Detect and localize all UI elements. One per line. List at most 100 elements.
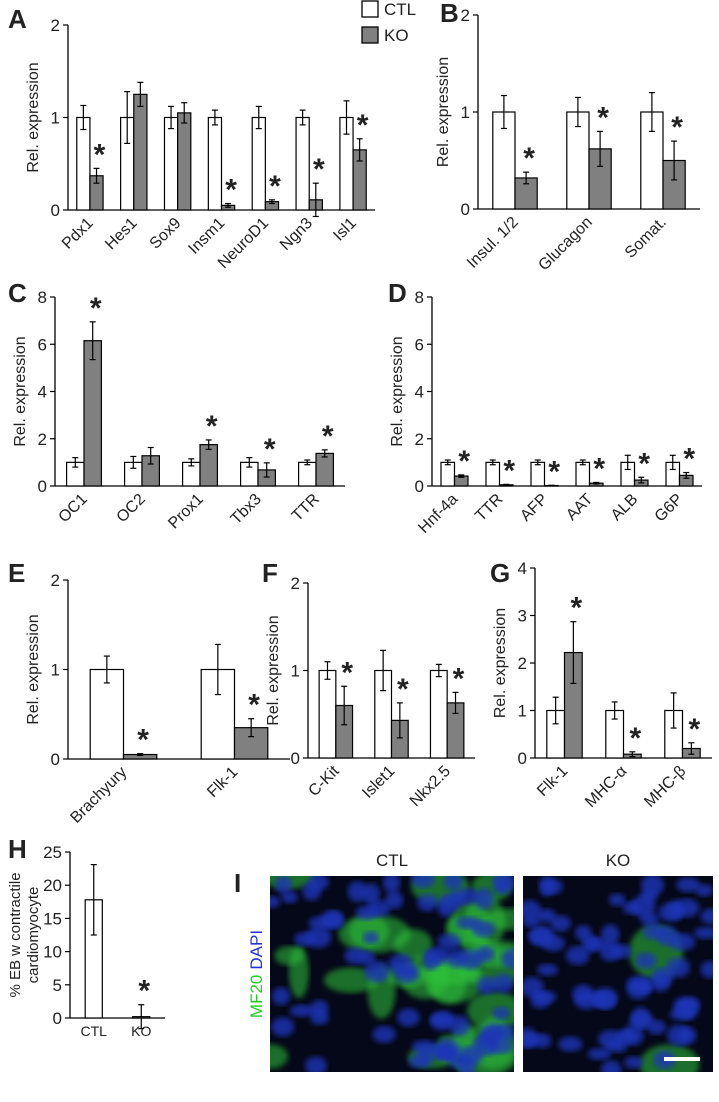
x-tick-label: Hes1	[102, 215, 141, 254]
nucleus	[533, 990, 557, 1004]
error-bar	[489, 459, 496, 466]
x-tick-label: TTR	[472, 491, 506, 525]
error-bar	[579, 459, 586, 466]
nucleus	[443, 876, 463, 890]
error-bar	[181, 102, 188, 124]
error-bar	[72, 457, 79, 468]
nucleus	[623, 1056, 644, 1069]
error-bar	[669, 454, 676, 471]
mf20-signal	[288, 945, 309, 999]
x-tick-label: Flk-1	[204, 764, 241, 801]
y-tick-label: 0	[518, 749, 527, 768]
nucleus	[362, 931, 379, 944]
nucleus	[615, 1029, 637, 1044]
nucleus	[632, 981, 653, 994]
y-tick-label: 2	[291, 574, 300, 593]
error-bar	[435, 663, 442, 678]
error-bar	[380, 649, 387, 692]
nucleus	[364, 960, 390, 983]
y-tick-label: 3	[518, 607, 527, 626]
error-bar	[500, 94, 507, 130]
y-tick-label: 1	[291, 662, 300, 681]
nucleus	[458, 949, 484, 970]
error-bar	[246, 457, 253, 468]
significance-marker: *	[248, 689, 260, 722]
nucleus	[591, 991, 609, 1007]
nucleus	[274, 876, 292, 894]
nucleus	[535, 908, 557, 923]
error-bar	[638, 476, 645, 484]
error-bar	[263, 462, 270, 478]
error-bar	[211, 109, 218, 126]
nucleus	[494, 879, 512, 895]
error-bar	[103, 655, 110, 684]
bar	[429, 669, 448, 759]
error-bar	[168, 105, 175, 130]
significance-marker: *	[341, 656, 353, 689]
error-bar	[205, 439, 212, 450]
y-tick-label: 2	[518, 654, 527, 673]
nucleus	[435, 1046, 460, 1061]
nucleus	[550, 915, 571, 932]
significance-marker: *	[593, 452, 605, 485]
panel-letter: B	[440, 0, 459, 28]
y-tick-label: 0	[38, 477, 47, 496]
nucleus	[635, 952, 657, 969]
error-bar	[444, 459, 451, 466]
nucleus	[347, 881, 368, 902]
error-bar	[597, 130, 604, 167]
error-bar	[523, 171, 530, 185]
nucleus	[271, 1017, 295, 1037]
nucleus	[388, 954, 414, 972]
mf20-signal	[270, 1044, 289, 1069]
bar	[76, 116, 91, 211]
y-tick-label: 4	[518, 559, 527, 578]
error-bar	[321, 449, 328, 458]
nucleus	[565, 946, 590, 965]
y-tick-label: 25	[43, 843, 62, 862]
nucleus	[474, 888, 494, 910]
y-tick-label: 2	[461, 6, 470, 25]
y-tick-label: 20	[43, 876, 62, 895]
significance-marker: *	[523, 142, 535, 175]
x-tick-label: KO	[131, 1023, 151, 1039]
bar	[133, 93, 148, 211]
error-bar	[268, 199, 275, 205]
error-bar	[138, 1004, 145, 1030]
nucleus	[600, 1060, 622, 1072]
nucleus	[271, 987, 291, 1006]
bar	[177, 112, 192, 211]
x-tick-label: Somat.	[622, 214, 670, 262]
error-bar	[341, 685, 348, 726]
error-bar	[304, 459, 311, 466]
significance-marker: *	[503, 454, 515, 487]
legend-label: CTL	[384, 0, 416, 19]
nucleus	[410, 876, 435, 889]
error-bar	[93, 167, 100, 184]
significance-marker: *	[357, 109, 369, 142]
error-bar	[225, 202, 232, 208]
y-tick-label: 6	[38, 335, 47, 354]
x-tick-label: Brachyury	[67, 764, 130, 827]
error-bar	[188, 458, 195, 467]
y-tick-label: 4	[415, 383, 424, 402]
nucleus	[651, 967, 674, 987]
significance-marker: *	[689, 713, 701, 746]
error-bar	[534, 459, 541, 466]
y-tick-label: 1	[518, 702, 527, 721]
nucleus	[492, 973, 514, 994]
significance-marker: *	[264, 433, 276, 466]
nucleus	[700, 908, 713, 925]
panel-letter: E	[8, 558, 25, 588]
x-tick-label: G6P	[652, 491, 687, 526]
error-bar	[147, 446, 154, 465]
nucleus	[674, 996, 700, 1012]
error-bar	[137, 81, 144, 108]
nucleus	[320, 910, 343, 929]
significance-marker: *	[94, 138, 106, 171]
y-axis-label: % EB w contractile	[7, 872, 24, 997]
nucleus	[458, 1056, 476, 1072]
x-tick-label: Sox9	[147, 215, 185, 253]
significance-marker: *	[638, 447, 650, 480]
x-tick-label: Hnf-4a	[415, 491, 461, 537]
